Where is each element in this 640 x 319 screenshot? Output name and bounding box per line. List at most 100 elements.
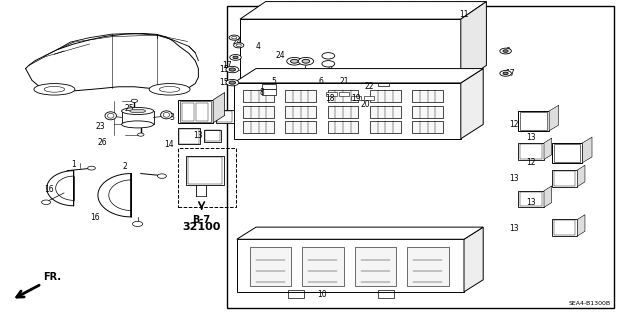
Bar (520, 144, 542, 159)
Circle shape (42, 200, 51, 204)
Text: 13: 13 (526, 133, 536, 142)
Bar (243, 121, 274, 133)
Bar (328, 106, 358, 118)
Circle shape (287, 57, 302, 65)
Text: 24: 24 (275, 51, 285, 60)
Text: 3: 3 (169, 113, 174, 122)
Text: 13: 13 (526, 198, 536, 207)
Ellipse shape (159, 86, 180, 92)
Text: 17: 17 (506, 69, 515, 78)
Ellipse shape (122, 121, 154, 128)
Bar (179, 129, 199, 144)
Text: 22: 22 (365, 82, 374, 91)
Bar (370, 106, 401, 118)
Circle shape (226, 79, 239, 86)
Circle shape (503, 72, 508, 75)
Polygon shape (213, 93, 225, 123)
Polygon shape (240, 2, 486, 19)
Bar (186, 156, 224, 185)
Circle shape (230, 55, 241, 60)
Bar (378, 290, 394, 298)
Bar (554, 144, 580, 162)
Text: 20: 20 (361, 100, 371, 109)
Text: 6: 6 (318, 77, 323, 86)
Bar (237, 239, 464, 292)
Polygon shape (582, 137, 592, 163)
Text: 32100: 32100 (182, 222, 221, 232)
Ellipse shape (105, 112, 116, 120)
Bar (407, 247, 449, 286)
Bar (205, 130, 220, 141)
Text: 13: 13 (509, 174, 518, 183)
Bar (180, 101, 211, 122)
Text: FR.: FR. (44, 272, 61, 282)
Bar (364, 96, 374, 100)
Text: 15: 15 (219, 78, 228, 87)
Bar (552, 170, 577, 187)
Ellipse shape (129, 109, 146, 113)
Circle shape (233, 56, 238, 59)
Bar (262, 84, 276, 89)
Circle shape (503, 50, 508, 52)
Circle shape (88, 166, 95, 170)
Text: 24: 24 (232, 37, 242, 46)
Text: 16: 16 (44, 185, 54, 194)
Bar (370, 121, 401, 133)
Circle shape (157, 174, 166, 178)
Bar (328, 121, 358, 133)
Text: 10: 10 (317, 290, 326, 299)
Text: 6: 6 (328, 62, 333, 70)
Bar (182, 103, 194, 121)
Polygon shape (461, 2, 486, 83)
Text: 15: 15 (219, 65, 228, 74)
Text: B-7: B-7 (193, 215, 211, 225)
Circle shape (131, 99, 138, 102)
Ellipse shape (108, 113, 114, 118)
Bar (178, 100, 213, 123)
Bar (227, 6, 614, 308)
Text: 13: 13 (509, 224, 518, 233)
Ellipse shape (122, 108, 154, 115)
Ellipse shape (34, 84, 75, 95)
Circle shape (229, 35, 239, 40)
Bar (412, 90, 443, 102)
Circle shape (234, 43, 244, 48)
Bar (302, 247, 344, 286)
Bar (520, 192, 542, 206)
Polygon shape (461, 69, 483, 139)
Bar (243, 106, 274, 118)
Text: 7: 7 (302, 62, 307, 70)
Text: 17: 17 (223, 61, 232, 70)
Bar (243, 45, 257, 51)
Circle shape (322, 53, 335, 59)
Text: 18: 18 (325, 94, 335, 103)
Bar (273, 70, 287, 76)
Bar (412, 121, 443, 133)
Text: 21: 21 (339, 77, 349, 86)
Polygon shape (544, 138, 552, 160)
Circle shape (322, 61, 335, 67)
Bar (285, 90, 316, 102)
Polygon shape (240, 19, 461, 83)
Circle shape (298, 57, 314, 65)
Bar (552, 219, 577, 236)
Bar (250, 247, 291, 286)
Bar (243, 90, 274, 102)
Text: 4: 4 (256, 42, 261, 51)
Bar (196, 103, 208, 121)
Bar (355, 247, 396, 286)
Text: 26: 26 (98, 138, 108, 147)
Circle shape (226, 66, 239, 73)
Circle shape (291, 59, 298, 63)
Text: 16: 16 (90, 213, 100, 222)
Text: 23: 23 (96, 122, 106, 130)
Polygon shape (464, 227, 483, 292)
Text: 9: 9 (506, 47, 511, 56)
Bar (351, 96, 361, 100)
Text: 2: 2 (122, 162, 127, 171)
Bar (370, 90, 401, 102)
Bar (204, 130, 221, 142)
Text: 14: 14 (164, 140, 174, 149)
Bar (178, 128, 200, 144)
Bar (554, 220, 575, 235)
